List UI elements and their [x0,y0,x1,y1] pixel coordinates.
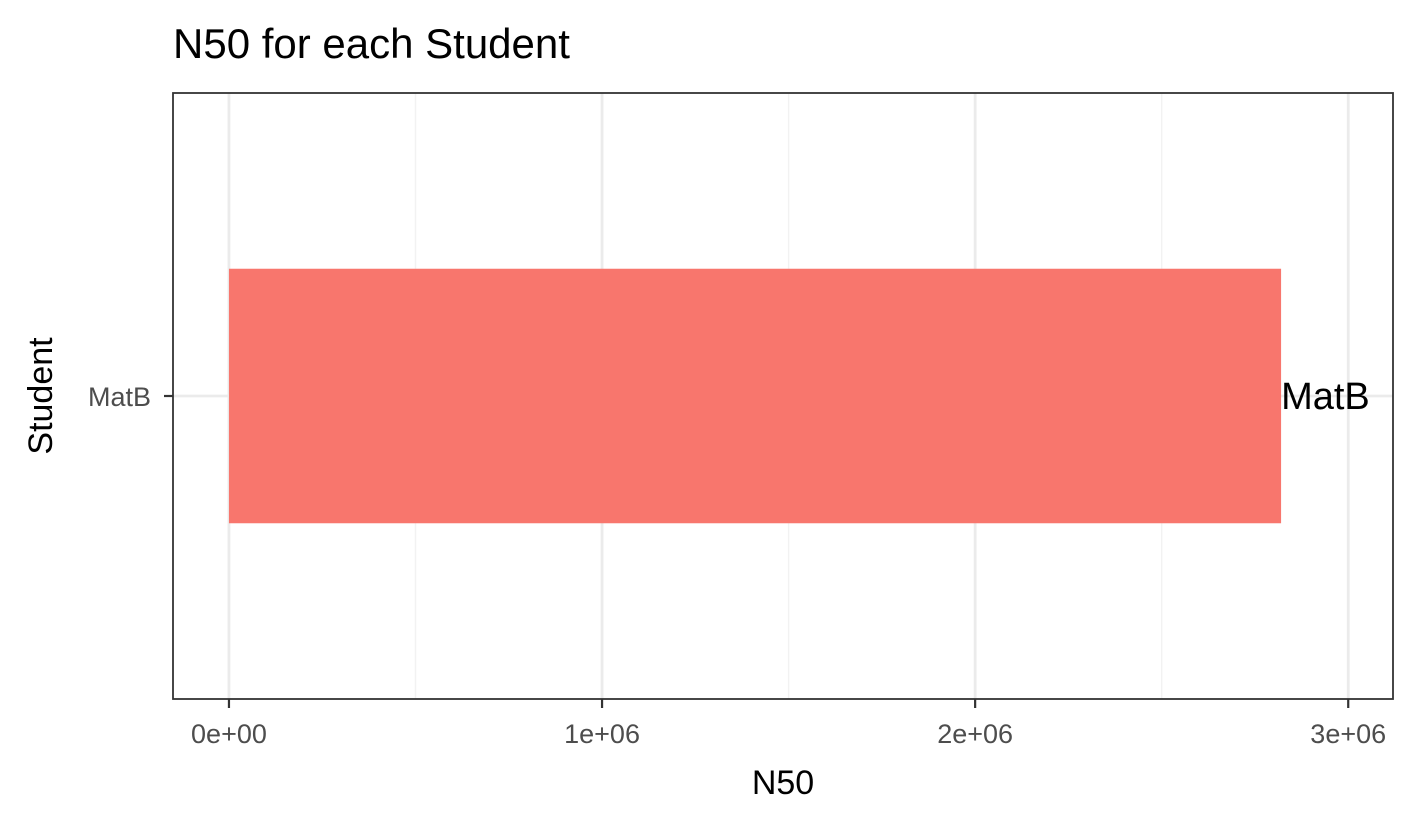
x-tick-label: 1e+06 [564,719,640,749]
bar-MatB [228,268,1282,524]
data-label: MatB [1281,376,1370,418]
bars [228,268,1282,524]
y-axis-title: Student [22,337,60,455]
x-axis: 0e+00 1e+06 2e+06 3e+06 [191,699,1386,749]
y-tick-label: MatB [88,382,151,412]
x-tick-label: 3e+06 [1310,719,1386,749]
x-tick-label: 0e+00 [191,719,267,749]
x-axis-title: N50 [752,764,814,802]
data-labels: MatB [1281,376,1370,418]
x-tick-label: 2e+06 [937,719,1013,749]
chart-title: N50 for each Student [173,20,570,67]
y-axis: MatB [88,382,173,412]
